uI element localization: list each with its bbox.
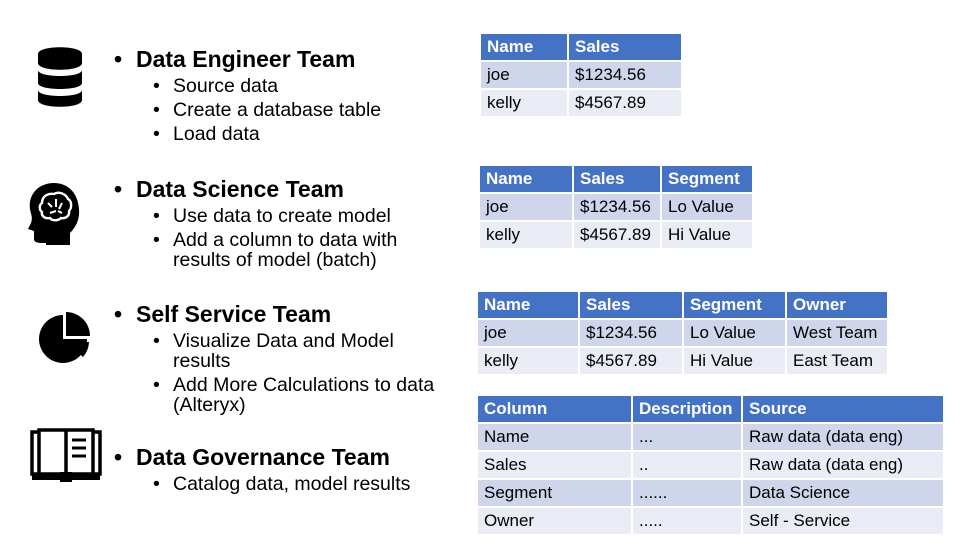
table-row: Name ... Raw data (data eng) xyxy=(478,424,943,450)
section-self-service: Self Service Team Visualize Data and Mod… xyxy=(114,301,471,415)
table-cell: kelly xyxy=(478,348,578,374)
table-row: joe $1234.56 Lo Value West Team xyxy=(478,320,887,346)
table-cell: Sales xyxy=(478,452,631,478)
table-row: joe $1234.56 xyxy=(481,62,681,88)
table-cell: $4567.89 xyxy=(574,222,660,248)
table-cell: Data Science xyxy=(743,480,943,506)
section-title: Data Governance Team xyxy=(114,444,410,470)
column-header: Sales xyxy=(580,292,682,318)
table-cell: Raw data (data eng) xyxy=(743,424,943,450)
table-cell: Raw data (data eng) xyxy=(743,452,943,478)
table-cell: $1234.56 xyxy=(574,194,660,220)
table-cell: ... xyxy=(633,424,741,450)
column-header: Segment xyxy=(684,292,785,318)
table-row: joe $1234.56 Lo Value xyxy=(480,194,752,220)
table-cell: Name xyxy=(478,424,631,450)
list-item: Visualize Data and Model results xyxy=(151,331,413,371)
list-item: Catalog data, model results xyxy=(151,474,410,494)
list-item: Create a database table xyxy=(151,100,381,120)
table-row: Sales .. Raw data (data eng) xyxy=(478,452,943,478)
table-row: kelly $4567.89 Hi Value East Team xyxy=(478,348,887,374)
table-name-sales: Name Sales joe $1234.56 kelly $4567.89 xyxy=(479,32,683,118)
table-row: kelly $4567.89 xyxy=(481,90,681,116)
table-cell: Segment xyxy=(478,480,631,506)
column-header: Name xyxy=(481,34,567,60)
database-icon xyxy=(38,47,82,107)
table-cell: Hi Value xyxy=(662,222,752,248)
section-title: Self Service Team xyxy=(114,301,471,327)
table-cell: Lo Value xyxy=(662,194,752,220)
column-header: Name xyxy=(478,292,578,318)
table-cell: Owner xyxy=(478,508,631,534)
table-cell: Lo Value xyxy=(684,320,785,346)
table-cell: ..... xyxy=(633,508,741,534)
column-header: Owner xyxy=(787,292,887,318)
section-title: Data Science Team xyxy=(114,176,451,202)
table-cell: joe xyxy=(480,194,572,220)
column-header: Column xyxy=(478,396,631,422)
table-data-catalog: Column Description Source Name ... Raw d… xyxy=(476,394,945,536)
bullet-list: Source data Create a database table Load… xyxy=(114,76,381,144)
table-with-owner: Name Sales Segment Owner joe $1234.56 Lo… xyxy=(476,290,889,376)
section-data-engineer: Data Engineer Team Source data Create a … xyxy=(114,46,381,144)
brain-head-icon xyxy=(28,183,80,245)
column-header: Sales xyxy=(569,34,681,60)
bullet-list: Catalog data, model results xyxy=(114,474,410,494)
table-row: Segment ...... Data Science xyxy=(478,480,943,506)
table-cell: ...... xyxy=(633,480,741,506)
table-cell: Hi Value xyxy=(684,348,785,374)
table-cell: kelly xyxy=(481,90,567,116)
bullet-list: Visualize Data and Model results Add Mor… xyxy=(114,331,471,415)
table-cell: East Team xyxy=(787,348,887,374)
table-cell: $4567.89 xyxy=(569,90,681,116)
table-row: Owner ..... Self - Service xyxy=(478,508,943,534)
section-data-governance: Data Governance Team Catalog data, model… xyxy=(114,444,410,494)
table-cell: $1234.56 xyxy=(569,62,681,88)
table-cell: joe xyxy=(481,62,567,88)
pie-chart-icon xyxy=(39,312,90,363)
table-cell: kelly xyxy=(480,222,572,248)
column-header: Segment xyxy=(662,166,752,192)
book-icon xyxy=(30,428,102,482)
section-title: Data Engineer Team xyxy=(114,46,381,72)
list-item: Use data to create model xyxy=(151,206,451,226)
table-with-segment: Name Sales Segment joe $1234.56 Lo Value… xyxy=(478,164,754,250)
list-item: Add a column to data with results of mod… xyxy=(151,230,451,270)
table-cell: $1234.56 xyxy=(580,320,682,346)
section-data-science: Data Science Team Use data to create mod… xyxy=(114,176,451,270)
table-cell: $4567.89 xyxy=(580,348,682,374)
table-cell: .. xyxy=(633,452,741,478)
table-cell: West Team xyxy=(787,320,887,346)
list-item: Add More Calculations to data (Alteryx) xyxy=(151,375,471,415)
table-cell: Self - Service xyxy=(743,508,943,534)
bullet-list: Use data to create model Add a column to… xyxy=(114,206,451,270)
list-item: Load data xyxy=(151,124,381,144)
column-header: Sales xyxy=(574,166,660,192)
table-row: kelly $4567.89 Hi Value xyxy=(480,222,752,248)
column-header: Source xyxy=(743,396,943,422)
column-header: Name xyxy=(480,166,572,192)
list-item: Source data xyxy=(151,76,381,96)
column-header: Description xyxy=(633,396,741,422)
table-cell: joe xyxy=(478,320,578,346)
